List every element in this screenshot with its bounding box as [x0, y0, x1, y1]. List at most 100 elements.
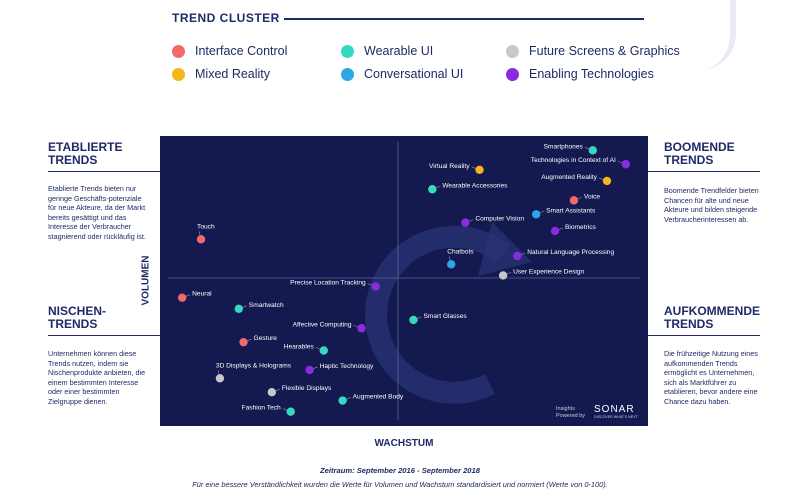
point-label: Smartphones: [544, 143, 584, 150]
legend-dot-mixed-reality: [172, 67, 185, 81]
brand-powered-by: Insights Powered by: [556, 406, 585, 420]
point-marker: [267, 388, 277, 397]
point-label: User Experience Design: [513, 268, 584, 275]
chart-svg: Smartphones Technologies in Context of AI…: [168, 142, 640, 420]
legend-label: Conversational UI: [364, 67, 464, 81]
niche-trends-heading: NISCHEN- TRENDS: [48, 305, 106, 331]
data-point: Augmented Body: [338, 394, 404, 405]
point-label: Natural Language Processing: [527, 249, 614, 256]
footer-note: Für eine bessere Verständlichkeit wurden…: [192, 480, 608, 489]
points-layer: Smartphones Technologies in Context of AI…: [177, 143, 631, 416]
data-point: Hearables: [284, 344, 328, 355]
legend-item-interface-control: Interface Control: [172, 44, 287, 58]
data-point: Fashion Tech: [242, 405, 295, 416]
sonar-name: SONAR: [594, 404, 635, 415]
legend-dot-conversational-ui: [341, 67, 354, 81]
point-label: Haptic Technology: [320, 363, 374, 370]
point-label: Computer Vision: [475, 216, 524, 223]
established-title-line1: ETABLIERTE: [48, 140, 123, 154]
point-marker: [338, 396, 347, 405]
point-label: Augmented Body: [353, 394, 404, 401]
data-point: Smartphones: [544, 143, 597, 155]
point-label: Virtual Reality: [429, 163, 470, 170]
point-marker: [602, 176, 612, 186]
data-point: Smart Assistants: [531, 207, 596, 219]
y-axis-label: VOLUMEN: [140, 255, 152, 306]
point-marker: [234, 304, 243, 313]
legend-label: Interface Control: [195, 44, 288, 58]
legend-dot-future-screens: [506, 44, 519, 58]
point-label: Neural: [192, 291, 212, 298]
trend-scatter-chart: Smartphones Technologies in Context of AI…: [160, 136, 648, 426]
booming-rule: [648, 171, 760, 172]
point-marker: [550, 226, 560, 236]
point-marker: [461, 218, 470, 227]
niche-title-line1: NISCHEN-: [48, 304, 107, 318]
niche-title-line2: TRENDS: [48, 317, 98, 331]
data-point: Flexible Displays: [267, 385, 332, 397]
data-point: Affective Computing: [293, 321, 366, 333]
point-marker: [588, 146, 597, 155]
point-label: Flexible Displays: [282, 385, 332, 392]
niche-rule: [48, 335, 166, 336]
data-point: Neural: [177, 291, 212, 302]
point-marker: [239, 337, 248, 347]
point-label: Hearables: [284, 344, 315, 351]
booming-trends-heading: BOOMENDE TRENDS: [664, 141, 735, 167]
data-point: Wearable Accessories: [428, 182, 508, 194]
legend-dot-interface-control: [172, 44, 185, 58]
point-label: Smart Glasses: [423, 313, 467, 320]
niche-description: Unternehmen können diese Trends nutzen, …: [48, 349, 146, 406]
sonar-tagline: DISCOVER WHAT'S NEXT: [594, 415, 638, 419]
data-point: Smart Glasses: [409, 313, 467, 325]
legend-item-conversational-ui: Conversational UI: [341, 67, 463, 81]
point-label: Technologies in Context of AI: [531, 157, 616, 164]
decorative-swoosh: [700, 0, 736, 70]
data-point: Haptic Technology: [305, 363, 374, 375]
point-marker: [305, 365, 314, 375]
legend-item-future-screens: Future Screens & Graphics: [506, 44, 680, 58]
data-point: User Experience Design: [498, 268, 585, 280]
point-marker: [498, 271, 508, 280]
emerging-rule: [648, 335, 760, 336]
point-label: Smart Assistants: [546, 207, 596, 214]
legend-title: TREND CLUSTER: [172, 11, 280, 25]
point-label: Gesture: [254, 335, 278, 342]
established-trends-heading: ETABLIERTE TRENDS: [48, 141, 122, 167]
legend-label: Enabling Technologies: [529, 67, 654, 81]
data-point: Natural Language Processing: [513, 249, 614, 261]
legend-label: Future Screens & Graphics: [529, 44, 680, 58]
cycle-arrow: [365, 222, 532, 404]
emerging-title-line1: AUFKOMMENDE: [664, 304, 760, 318]
data-point: Biometrics: [550, 224, 597, 236]
emerging-description: Die frühzeitige Nutzung eines aufkommend…: [664, 349, 758, 406]
point-marker: [286, 407, 295, 416]
sonar-logo: SONAR DISCOVER WHAT'S NEXT: [594, 404, 638, 419]
established-title-line2: TRENDS: [48, 153, 98, 167]
legend-title-rule: [284, 18, 644, 20]
data-point: Voice: [569, 193, 600, 205]
point-label: Precise Location Tracking: [290, 280, 366, 287]
legend-item-mixed-reality: Mixed Reality: [172, 67, 270, 81]
booming-title-line2: TRENDS: [664, 153, 714, 167]
data-point: Gesture: [239, 335, 278, 347]
point-marker: [409, 315, 418, 325]
point-label: Smartwatch: [249, 302, 284, 309]
point-label: Voice: [584, 193, 600, 200]
x-axis-label: WACHSTUM: [374, 438, 434, 449]
data-point: 3D Displays & Holograms: [215, 362, 292, 383]
established-rule: [48, 171, 166, 172]
legend-item-enabling-technologies: Enabling Technologies: [506, 67, 654, 81]
legend-dot-wearable-ui: [341, 44, 354, 58]
footer-period: Zeitraum: September 2016 - September 201…: [320, 466, 480, 475]
brand-powered-by-text: Powered by: [556, 413, 586, 419]
point-label: Fashion Tech: [242, 405, 281, 412]
booming-description: Boomende Trendfelder bieten Chancen für …: [664, 186, 759, 224]
data-point: Smartwatch: [234, 302, 284, 313]
emerging-title-line2: TRENDS: [664, 317, 714, 331]
legend-item-wearable-ui: Wearable UI: [341, 44, 433, 58]
data-point: Chatbots: [447, 248, 474, 269]
point-marker: [621, 160, 631, 169]
point-label: Chatbots: [447, 248, 474, 255]
point-marker: [531, 210, 541, 219]
